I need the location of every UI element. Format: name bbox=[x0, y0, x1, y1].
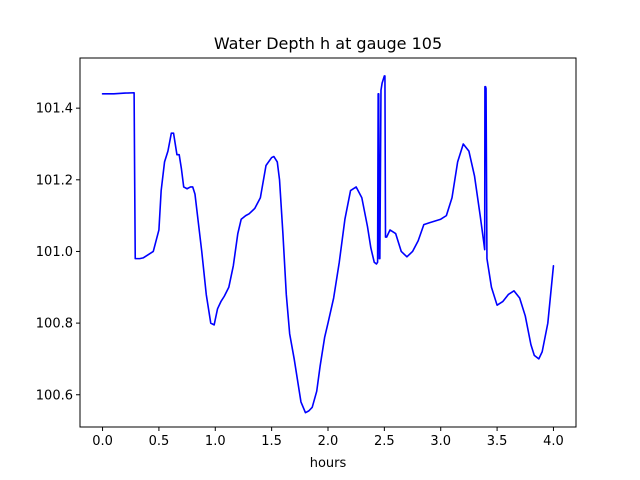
x-tick-label: 1.5 bbox=[261, 434, 282, 449]
x-tick-label: 1.0 bbox=[205, 434, 226, 449]
x-axis: 0.0 0.5 1.0 1.5 2.0 2.5 3.0 3.5 4.0 bbox=[92, 427, 564, 449]
x-tick-label: 2.5 bbox=[374, 434, 395, 449]
x-tick-label: 0.5 bbox=[149, 434, 170, 449]
x-tick-label: 4.0 bbox=[543, 434, 564, 449]
x-tick-label: 2.0 bbox=[318, 434, 339, 449]
x-tick-label: 3.0 bbox=[430, 434, 451, 449]
y-tick-label: 100.8 bbox=[36, 317, 73, 332]
y-tick-label: 101.4 bbox=[36, 102, 73, 117]
series-line bbox=[101, 75, 555, 414]
x-axis-label: hours bbox=[310, 456, 347, 471]
y-tick-label: 101.0 bbox=[36, 245, 73, 260]
y-tick-label: 101.2 bbox=[36, 173, 73, 188]
series-layer bbox=[101, 75, 555, 414]
y-tick-label: 100.6 bbox=[36, 388, 73, 403]
chart-title: Water Depth h at gauge 105 bbox=[214, 34, 442, 53]
y-axis: 100.6 100.8 101.0 101.2 101.4 bbox=[36, 102, 80, 403]
plot-area bbox=[79, 57, 577, 428]
x-tick-label: 3.5 bbox=[487, 434, 508, 449]
x-tick-label: 0.0 bbox=[92, 434, 113, 449]
